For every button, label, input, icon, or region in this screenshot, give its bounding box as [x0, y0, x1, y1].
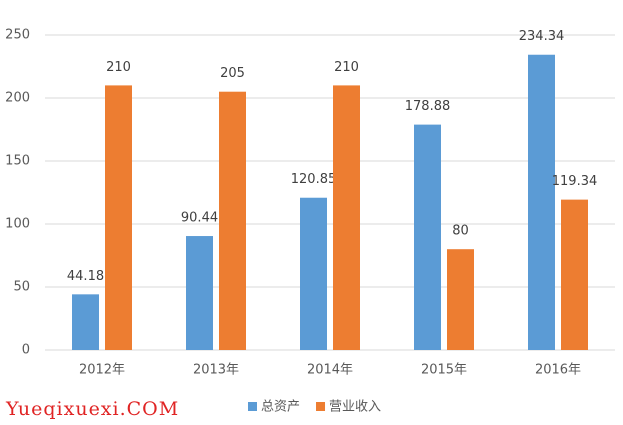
value-label: 90.44	[181, 211, 218, 226]
legend-swatch	[316, 402, 326, 411]
bar	[528, 54, 555, 351]
y-tick-label: 0	[22, 343, 30, 358]
bar	[186, 236, 213, 350]
bar	[219, 91, 246, 350]
legend-label: 总资产	[261, 400, 300, 415]
x-tick-label: 2015年	[421, 363, 467, 378]
x-tick-label: 2014年	[307, 363, 353, 378]
value-label: 120.85	[291, 172, 337, 187]
legend-label: 营业收入	[329, 400, 381, 415]
value-label: 234.34	[519, 29, 565, 44]
value-label: 210	[334, 60, 359, 75]
value-label: 205	[220, 66, 245, 81]
bar	[72, 294, 99, 350]
y-tick-label: 250	[5, 28, 30, 43]
watermark: Yueqixuexi.COM	[5, 398, 179, 420]
bar	[300, 197, 327, 350]
y-tick-label: 100	[5, 217, 30, 232]
y-tick-label: 150	[5, 154, 30, 169]
bar	[561, 199, 588, 350]
y-tick-label: 200	[5, 91, 30, 106]
bar	[447, 249, 474, 350]
value-label: 210	[106, 60, 131, 75]
value-label: 44.18	[67, 269, 104, 284]
y-tick-label: 50	[13, 280, 30, 295]
x-tick-label: 2012年	[79, 363, 125, 378]
legend-swatch	[248, 402, 257, 411]
value-label: 119.34	[552, 174, 598, 189]
x-tick-label: 2013年	[193, 363, 239, 378]
bar	[105, 85, 132, 351]
x-tick-label: 2016年	[535, 363, 581, 378]
bar	[414, 124, 441, 350]
value-label: 80	[452, 224, 469, 239]
bar	[333, 85, 360, 351]
value-label: 178.88	[405, 99, 451, 114]
